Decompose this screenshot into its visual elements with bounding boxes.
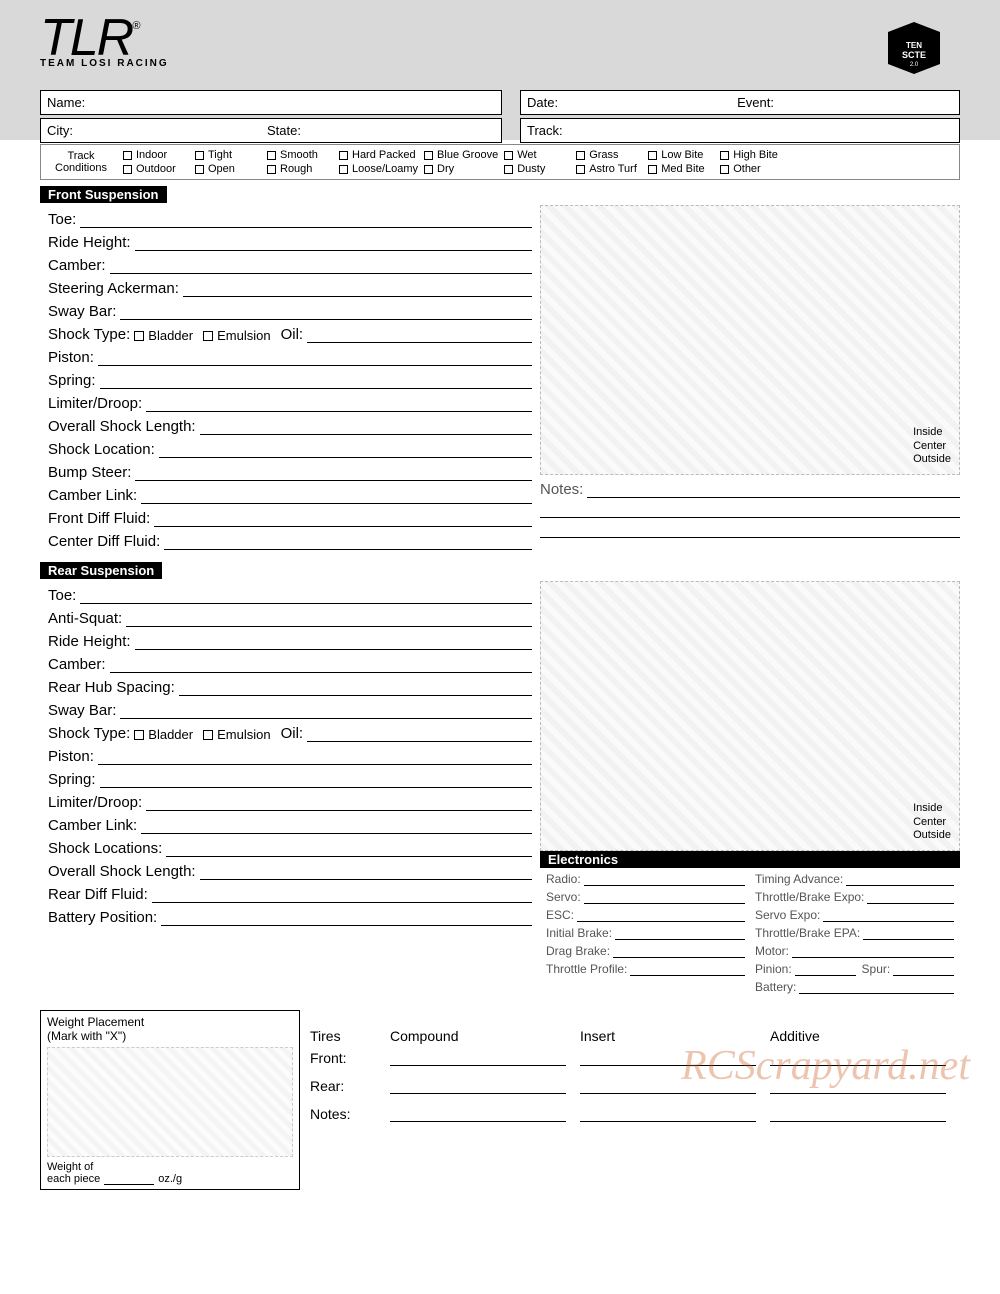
track-cond-hard-packed[interactable]: Hard Packed — [339, 149, 418, 161]
track-cond-tight[interactable]: Tight — [195, 149, 261, 161]
elec-servo-[interactable]: Servo: — [546, 890, 745, 904]
field-toe-[interactable]: Toe: — [48, 211, 532, 228]
track-cond-outdoor[interactable]: Outdoor — [123, 163, 189, 175]
front-notes[interactable]: Notes: — [540, 481, 960, 498]
weight-title: Weight Placement — [47, 1015, 293, 1029]
elec-drag-brake-[interactable]: Drag Brake: — [546, 944, 745, 958]
elec-motor-[interactable]: Motor: — [755, 944, 954, 958]
field-limiter-droop-[interactable]: Limiter/Droop: — [48, 395, 532, 412]
field-piston-[interactable]: Piston: — [48, 349, 532, 366]
tires-row-front-[interactable]: Front: — [310, 1050, 960, 1066]
field-shock-type[interactable]: Shock Type:BladderEmulsionOil: — [48, 326, 532, 343]
field-spring-[interactable]: Spring: — [48, 372, 532, 389]
tires-row-rear-[interactable]: Rear: — [310, 1078, 960, 1094]
callout-outside: Outside — [913, 453, 951, 466]
callout-outside: Outside — [913, 829, 951, 842]
field-shock-type[interactable]: Shock Type:BladderEmulsionOil: — [48, 725, 532, 742]
track-cond-grass[interactable]: Grass — [576, 149, 642, 161]
track-field[interactable]: Track: — [520, 118, 960, 143]
field-anti-squat-[interactable]: Anti-Squat: — [48, 610, 532, 627]
product-logo: TEN SCTE 2.0 — [884, 20, 944, 76]
front-diagram: Inside Center Outside — [540, 205, 960, 475]
track-cond-dry[interactable]: Dry — [424, 163, 498, 175]
field-overall-shock-length-[interactable]: Overall Shock Length: — [48, 863, 532, 880]
elec-radio-[interactable]: Radio: — [546, 872, 745, 886]
track-cond-blue-groove[interactable]: Blue Groove — [424, 149, 498, 161]
field-shock-locations-[interactable]: Shock Locations: — [48, 840, 532, 857]
elec-battery[interactable]: Battery: — [755, 980, 954, 994]
field-sway-bar-[interactable]: Sway Bar: — [48, 702, 532, 719]
callout-inside: Inside — [913, 426, 951, 439]
field-ride-height-[interactable]: Ride Height: — [48, 234, 532, 251]
track-cond-high-bite[interactable]: High Bite — [720, 149, 786, 161]
track-cond-low-bite[interactable]: Low Bite — [648, 149, 714, 161]
field-camber-link-[interactable]: Camber Link: — [48, 487, 532, 504]
svg-text:TEN: TEN — [906, 41, 922, 50]
date-event-field[interactable]: Date:Event: — [520, 90, 960, 115]
field-piston-[interactable]: Piston: — [48, 748, 532, 765]
rear-diagram: Inside Center Outside — [540, 581, 960, 851]
field-shock-location-[interactable]: Shock Location: — [48, 441, 532, 458]
elec-throttle-profile-[interactable]: Throttle Profile: — [546, 962, 745, 976]
field-spring-[interactable]: Spring: — [48, 771, 532, 788]
track-cond-indoor[interactable]: Indoor — [123, 149, 189, 161]
name-field[interactable]: Name: — [40, 90, 502, 115]
elec-esc-[interactable]: ESC: — [546, 908, 745, 922]
weight-diagram — [47, 1047, 293, 1157]
electronics-title: Electronics — [540, 851, 960, 868]
callout-inside: Inside — [913, 802, 951, 815]
field-bump-steer-[interactable]: Bump Steer: — [48, 464, 532, 481]
logo-sub: TEAM LOSI RACING — [40, 58, 169, 69]
field-camber-[interactable]: Camber: — [48, 257, 532, 274]
track-conditions-label: TrackConditions — [49, 150, 113, 174]
tires-label: Tires — [310, 1028, 390, 1044]
track-conditions: TrackConditions Indoor Outdoor Tight Open Sm… — [40, 144, 960, 180]
front-suspension-title: Front Suspension — [40, 186, 167, 203]
callout-center: Center — [913, 440, 951, 453]
field-overall-shock-length-[interactable]: Overall Shock Length: — [48, 418, 532, 435]
field-camber-link-[interactable]: Camber Link: — [48, 817, 532, 834]
track-cond-med-bite[interactable]: Med Bite — [648, 163, 714, 175]
tires-row-notes-[interactable]: Notes: — [310, 1106, 960, 1122]
logo-reg: ® — [132, 20, 138, 32]
track-cond-smooth[interactable]: Smooth — [267, 149, 333, 161]
elec-pinion-spur[interactable]: Pinion:Spur: — [755, 962, 954, 976]
track-cond-wet[interactable]: Wet — [504, 149, 570, 161]
tires-col-additive: Additive — [770, 1028, 960, 1044]
elec-initial-brake-[interactable]: Initial Brake: — [546, 926, 745, 940]
track-cond-loose-loamy[interactable]: Loose/Loamy — [339, 163, 418, 175]
svg-text:SCTE: SCTE — [902, 50, 926, 60]
track-cond-astro-turf[interactable]: Astro Turf — [576, 163, 642, 175]
elec-throttle-brake-expo-[interactable]: Throttle/Brake Expo: — [755, 890, 954, 904]
elec-timing-advance-[interactable]: Timing Advance: — [755, 872, 954, 886]
field-rear-diff-fluid-[interactable]: Rear Diff Fluid: — [48, 886, 532, 903]
svg-text:2.0: 2.0 — [910, 62, 919, 68]
tires-col-compound: Compound — [390, 1028, 580, 1044]
field-center-diff-fluid-[interactable]: Center Diff Fluid: — [48, 533, 532, 550]
field-battery-position-[interactable]: Battery Position: — [48, 909, 532, 926]
track-cond-other[interactable]: Other — [720, 163, 786, 175]
field-sway-bar-[interactable]: Sway Bar: — [48, 303, 532, 320]
field-camber-[interactable]: Camber: — [48, 656, 532, 673]
field-ride-height-[interactable]: Ride Height: — [48, 633, 532, 650]
field-front-diff-fluid-[interactable]: Front Diff Fluid: — [48, 510, 532, 527]
elec-servo-expo-[interactable]: Servo Expo: — [755, 908, 954, 922]
field-rear-hub-spacing-[interactable]: Rear Hub Spacing: — [48, 679, 532, 696]
weight-sub: (Mark with "X") — [47, 1029, 293, 1043]
field-limiter-droop-[interactable]: Limiter/Droop: — [48, 794, 532, 811]
track-cond-rough[interactable]: Rough — [267, 163, 333, 175]
field-steering-ackerman-[interactable]: Steering Ackerman: — [48, 280, 532, 297]
rear-suspension-title: Rear Suspension — [40, 562, 162, 579]
weight-placement-box: Weight Placement (Mark with "X") Weight … — [40, 1010, 300, 1190]
field-toe-[interactable]: Toe: — [48, 587, 532, 604]
callout-center: Center — [913, 816, 951, 829]
tires-col-insert: Insert — [580, 1028, 770, 1044]
track-cond-open[interactable]: Open — [195, 163, 261, 175]
track-cond-dusty[interactable]: Dusty — [504, 163, 570, 175]
city-state-field[interactable]: City:State: — [40, 118, 502, 143]
elec-throttle-brake-epa-[interactable]: Throttle/Brake EPA: — [755, 926, 954, 940]
tlr-logo: TLR® TEAM LOSI RACING — [40, 18, 169, 69]
